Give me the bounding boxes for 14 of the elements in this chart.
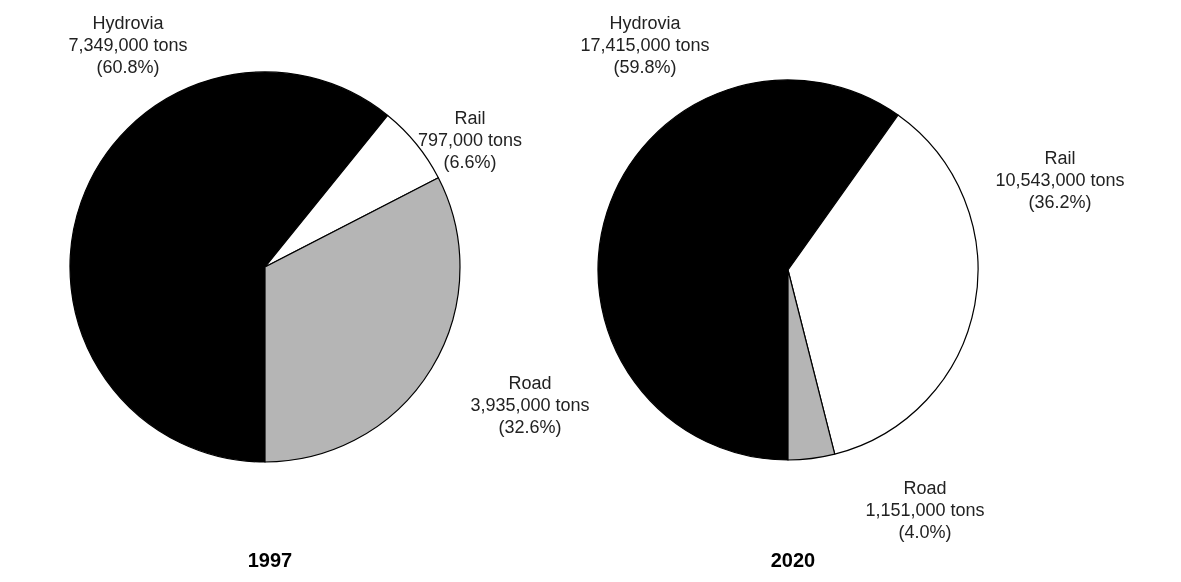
data-label: 10,543,000 tons (36.2%)	[995, 170, 1125, 212]
slice-label: Rail	[1044, 148, 1076, 168]
data-label: 3,935,000 tons (32.6%)	[470, 395, 590, 437]
data-label: 797,000 tons (6.6%)	[417, 130, 523, 172]
slice-label: Rail	[454, 108, 486, 128]
data-label: 17,415,000 tons (59.8%)	[580, 35, 710, 77]
slice-label: Hydrovia	[609, 13, 682, 33]
text: 1997	[247, 549, 293, 571]
text: 2020	[770, 549, 816, 571]
data-label: 7,349,000 tons (60.8%)	[68, 35, 188, 77]
slice-label: Road	[508, 373, 552, 393]
slice-label: Road	[903, 478, 947, 498]
slice-label: Hydrovia	[92, 13, 165, 33]
data-label: 1,151,000 tons (4.0%)	[865, 500, 985, 542]
